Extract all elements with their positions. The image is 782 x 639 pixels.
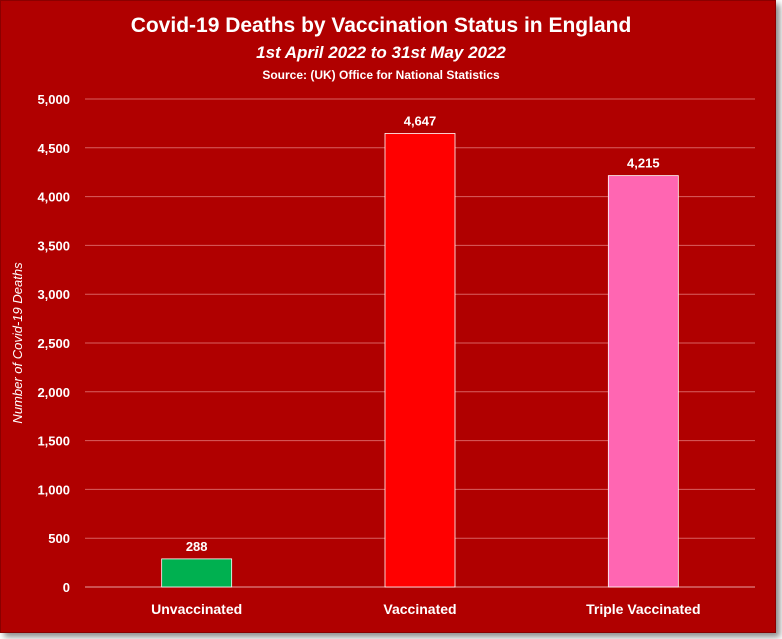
y-tick-label: 3,500 <box>37 238 70 253</box>
y-tick-label: 0 <box>63 580 70 595</box>
y-axis-label: Number of Covid-19 Deaths <box>10 262 25 424</box>
y-tick-label: 4,000 <box>37 190 70 205</box>
y-tick-label: 500 <box>48 531 70 546</box>
chart-title: Covid-19 Deaths by Vaccination Status in… <box>131 14 632 37</box>
bar-unvaccinated <box>161 558 233 588</box>
x-tick-label: Vaccinated <box>383 601 456 617</box>
y-tick-label: 3,000 <box>37 287 70 302</box>
y-tick-label: 5,000 <box>37 92 70 107</box>
chart-source: Source: (UK) Office for National Statist… <box>262 68 500 82</box>
y-tick-label: 1,000 <box>37 482 70 497</box>
data-label: 4,215 <box>627 156 660 171</box>
chart-subtitle: 1st April 2022 to 31st May 2022 <box>256 43 506 62</box>
y-tick-label: 2,500 <box>37 336 70 351</box>
x-tick-label: Unvaccinated <box>151 601 242 617</box>
y-tick-label: 2,000 <box>37 385 70 400</box>
bar-vaccinated <box>384 133 456 588</box>
bar-triple-vaccinated <box>607 175 679 588</box>
data-label: 4,647 <box>404 113 437 128</box>
x-tick-label: Triple Vaccinated <box>586 601 700 617</box>
y-tick-label: 1,500 <box>37 434 70 449</box>
y-tick-label: 4,500 <box>37 141 70 156</box>
data-label: 288 <box>186 539 208 554</box>
